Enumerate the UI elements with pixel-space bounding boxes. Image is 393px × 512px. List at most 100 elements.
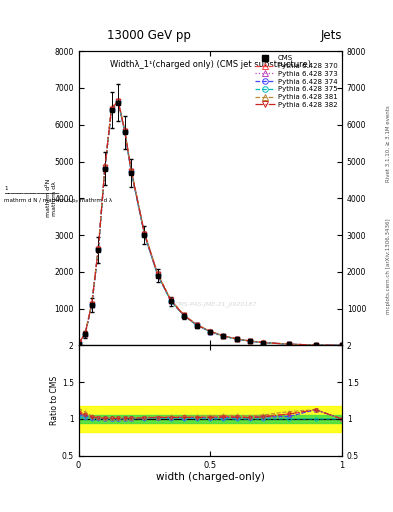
Pythia 6.428 373	[313, 342, 318, 348]
Pythia 6.428 374	[129, 168, 134, 175]
Pythia 6.428 375	[313, 342, 318, 348]
Pythia 6.428 370	[142, 230, 147, 237]
Pythia 6.428 370	[109, 105, 114, 111]
Pythia 6.428 373	[195, 322, 200, 328]
Pythia 6.428 375	[83, 331, 88, 337]
Pythia 6.428 370	[168, 297, 173, 303]
Pythia 6.428 370	[96, 245, 101, 251]
Pythia 6.428 381	[287, 341, 292, 347]
Pythia 6.428 375	[182, 313, 186, 319]
Pythia 6.428 373	[340, 342, 344, 348]
Pythia 6.428 370	[83, 331, 88, 337]
Pythia 6.428 382	[155, 271, 160, 278]
Pythia 6.428 370	[208, 328, 213, 334]
Pythia 6.428 373	[261, 339, 265, 346]
Line: Pythia 6.428 374: Pythia 6.428 374	[76, 99, 344, 348]
Pythia 6.428 373	[287, 341, 292, 347]
Pythia 6.428 373	[122, 129, 127, 135]
Pythia 6.428 382	[261, 339, 265, 346]
Pythia 6.428 374	[109, 106, 114, 112]
Pythia 6.428 381	[109, 104, 114, 111]
Pythia 6.428 373	[182, 313, 186, 319]
Pythia 6.428 370	[195, 322, 200, 328]
Text: 13000 GeV pp: 13000 GeV pp	[107, 29, 191, 42]
Pythia 6.428 373	[129, 169, 134, 175]
Pythia 6.428 373	[76, 340, 81, 347]
Pythia 6.428 381	[221, 333, 226, 339]
Pythia 6.428 373	[103, 165, 107, 171]
Pythia 6.428 374	[261, 339, 265, 346]
Pythia 6.428 374	[122, 127, 127, 134]
Pythia 6.428 373	[109, 106, 114, 112]
Pythia 6.428 375	[261, 339, 265, 346]
Line: Pythia 6.428 381: Pythia 6.428 381	[76, 98, 344, 348]
Pythia 6.428 382	[195, 322, 200, 328]
Pythia 6.428 375	[90, 302, 94, 308]
Pythia 6.428 375	[155, 272, 160, 278]
Pythia 6.428 381	[96, 245, 101, 251]
Pythia 6.428 375	[234, 336, 239, 342]
Pythia 6.428 374	[287, 341, 292, 347]
Pythia 6.428 373	[142, 231, 147, 238]
Y-axis label: Ratio to CMS: Ratio to CMS	[50, 376, 59, 425]
Pythia 6.428 375	[221, 333, 226, 339]
Pythia 6.428 381	[168, 296, 173, 303]
Pythia 6.428 374	[195, 322, 200, 328]
Pythia 6.428 374	[221, 333, 226, 339]
Pythia 6.428 374	[155, 271, 160, 278]
Bar	[79, 415, 342, 422]
Pythia 6.428 370	[261, 339, 265, 346]
Bar	[79, 406, 342, 432]
Pythia 6.428 375	[109, 106, 114, 113]
Pythia 6.428 382	[83, 331, 88, 337]
Pythia 6.428 370	[76, 340, 81, 347]
Legend: CMS, Pythia 6.428 370, Pythia 6.428 373, Pythia 6.428 374, Pythia 6.428 375, Pyt: CMS, Pythia 6.428 370, Pythia 6.428 373,…	[252, 53, 340, 111]
Pythia 6.428 375	[116, 99, 120, 105]
Pythia 6.428 382	[168, 297, 173, 304]
Pythia 6.428 370	[116, 98, 120, 104]
Pythia 6.428 373	[155, 272, 160, 278]
Pythia 6.428 370	[103, 164, 107, 170]
Pythia 6.428 381	[313, 342, 318, 348]
Text: Jets: Jets	[320, 29, 342, 42]
Pythia 6.428 374	[248, 338, 252, 344]
Pythia 6.428 382	[287, 341, 292, 347]
Pythia 6.428 374	[76, 340, 81, 347]
Pythia 6.428 375	[195, 323, 200, 329]
Pythia 6.428 375	[129, 169, 134, 175]
Pythia 6.428 382	[182, 312, 186, 318]
Pythia 6.428 382	[129, 168, 134, 174]
Pythia 6.428 381	[234, 336, 239, 342]
Pythia 6.428 373	[168, 298, 173, 304]
Pythia 6.428 381	[129, 167, 134, 173]
Pythia 6.428 375	[340, 342, 344, 348]
Pythia 6.428 374	[116, 98, 120, 104]
Pythia 6.428 381	[83, 330, 88, 336]
Pythia 6.428 370	[340, 342, 344, 348]
Pythia 6.428 382	[208, 328, 213, 334]
Y-axis label: mathrm d²N
mathrm dλ: mathrm d²N mathrm dλ	[46, 179, 57, 218]
Pythia 6.428 373	[208, 329, 213, 335]
X-axis label: width (charged-only): width (charged-only)	[156, 472, 265, 482]
Pythia 6.428 370	[221, 333, 226, 339]
Pythia 6.428 370	[234, 336, 239, 342]
Pythia 6.428 375	[248, 338, 252, 344]
Pythia 6.428 382	[76, 340, 81, 347]
Pythia 6.428 381	[103, 163, 107, 169]
Pythia 6.428 381	[142, 229, 147, 236]
Pythia 6.428 382	[90, 301, 94, 307]
Line: Pythia 6.428 370: Pythia 6.428 370	[76, 98, 344, 348]
Pythia 6.428 381	[208, 328, 213, 334]
Pythia 6.428 374	[313, 342, 318, 348]
Pythia 6.428 382	[142, 230, 147, 237]
Pythia 6.428 381	[195, 322, 200, 328]
Pythia 6.428 370	[248, 338, 252, 344]
Pythia 6.428 373	[116, 99, 120, 105]
Pythia 6.428 382	[234, 336, 239, 342]
Pythia 6.428 382	[116, 98, 120, 104]
Pythia 6.428 382	[340, 342, 344, 348]
Pythia 6.428 373	[96, 246, 101, 252]
Pythia 6.428 370	[90, 301, 94, 307]
Pythia 6.428 373	[83, 331, 88, 337]
Pythia 6.428 381	[90, 300, 94, 306]
